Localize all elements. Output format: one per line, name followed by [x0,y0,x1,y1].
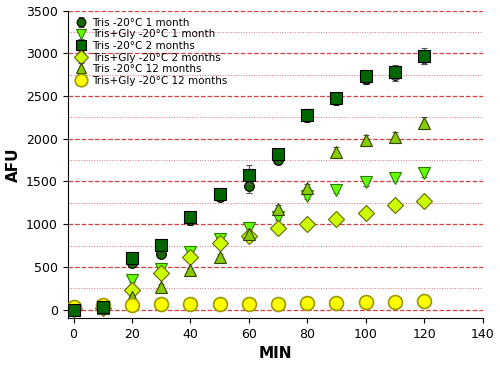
X-axis label: MIN: MIN [258,346,292,361]
Y-axis label: AFU: AFU [6,147,20,182]
Legend: Tris -20°C 1 month, Tris+Gly -20°C 1 month, Tris -20°C 2 months, Tris+Gly -20°C : Tris -20°C 1 month, Tris+Gly -20°C 1 mon… [73,16,229,88]
